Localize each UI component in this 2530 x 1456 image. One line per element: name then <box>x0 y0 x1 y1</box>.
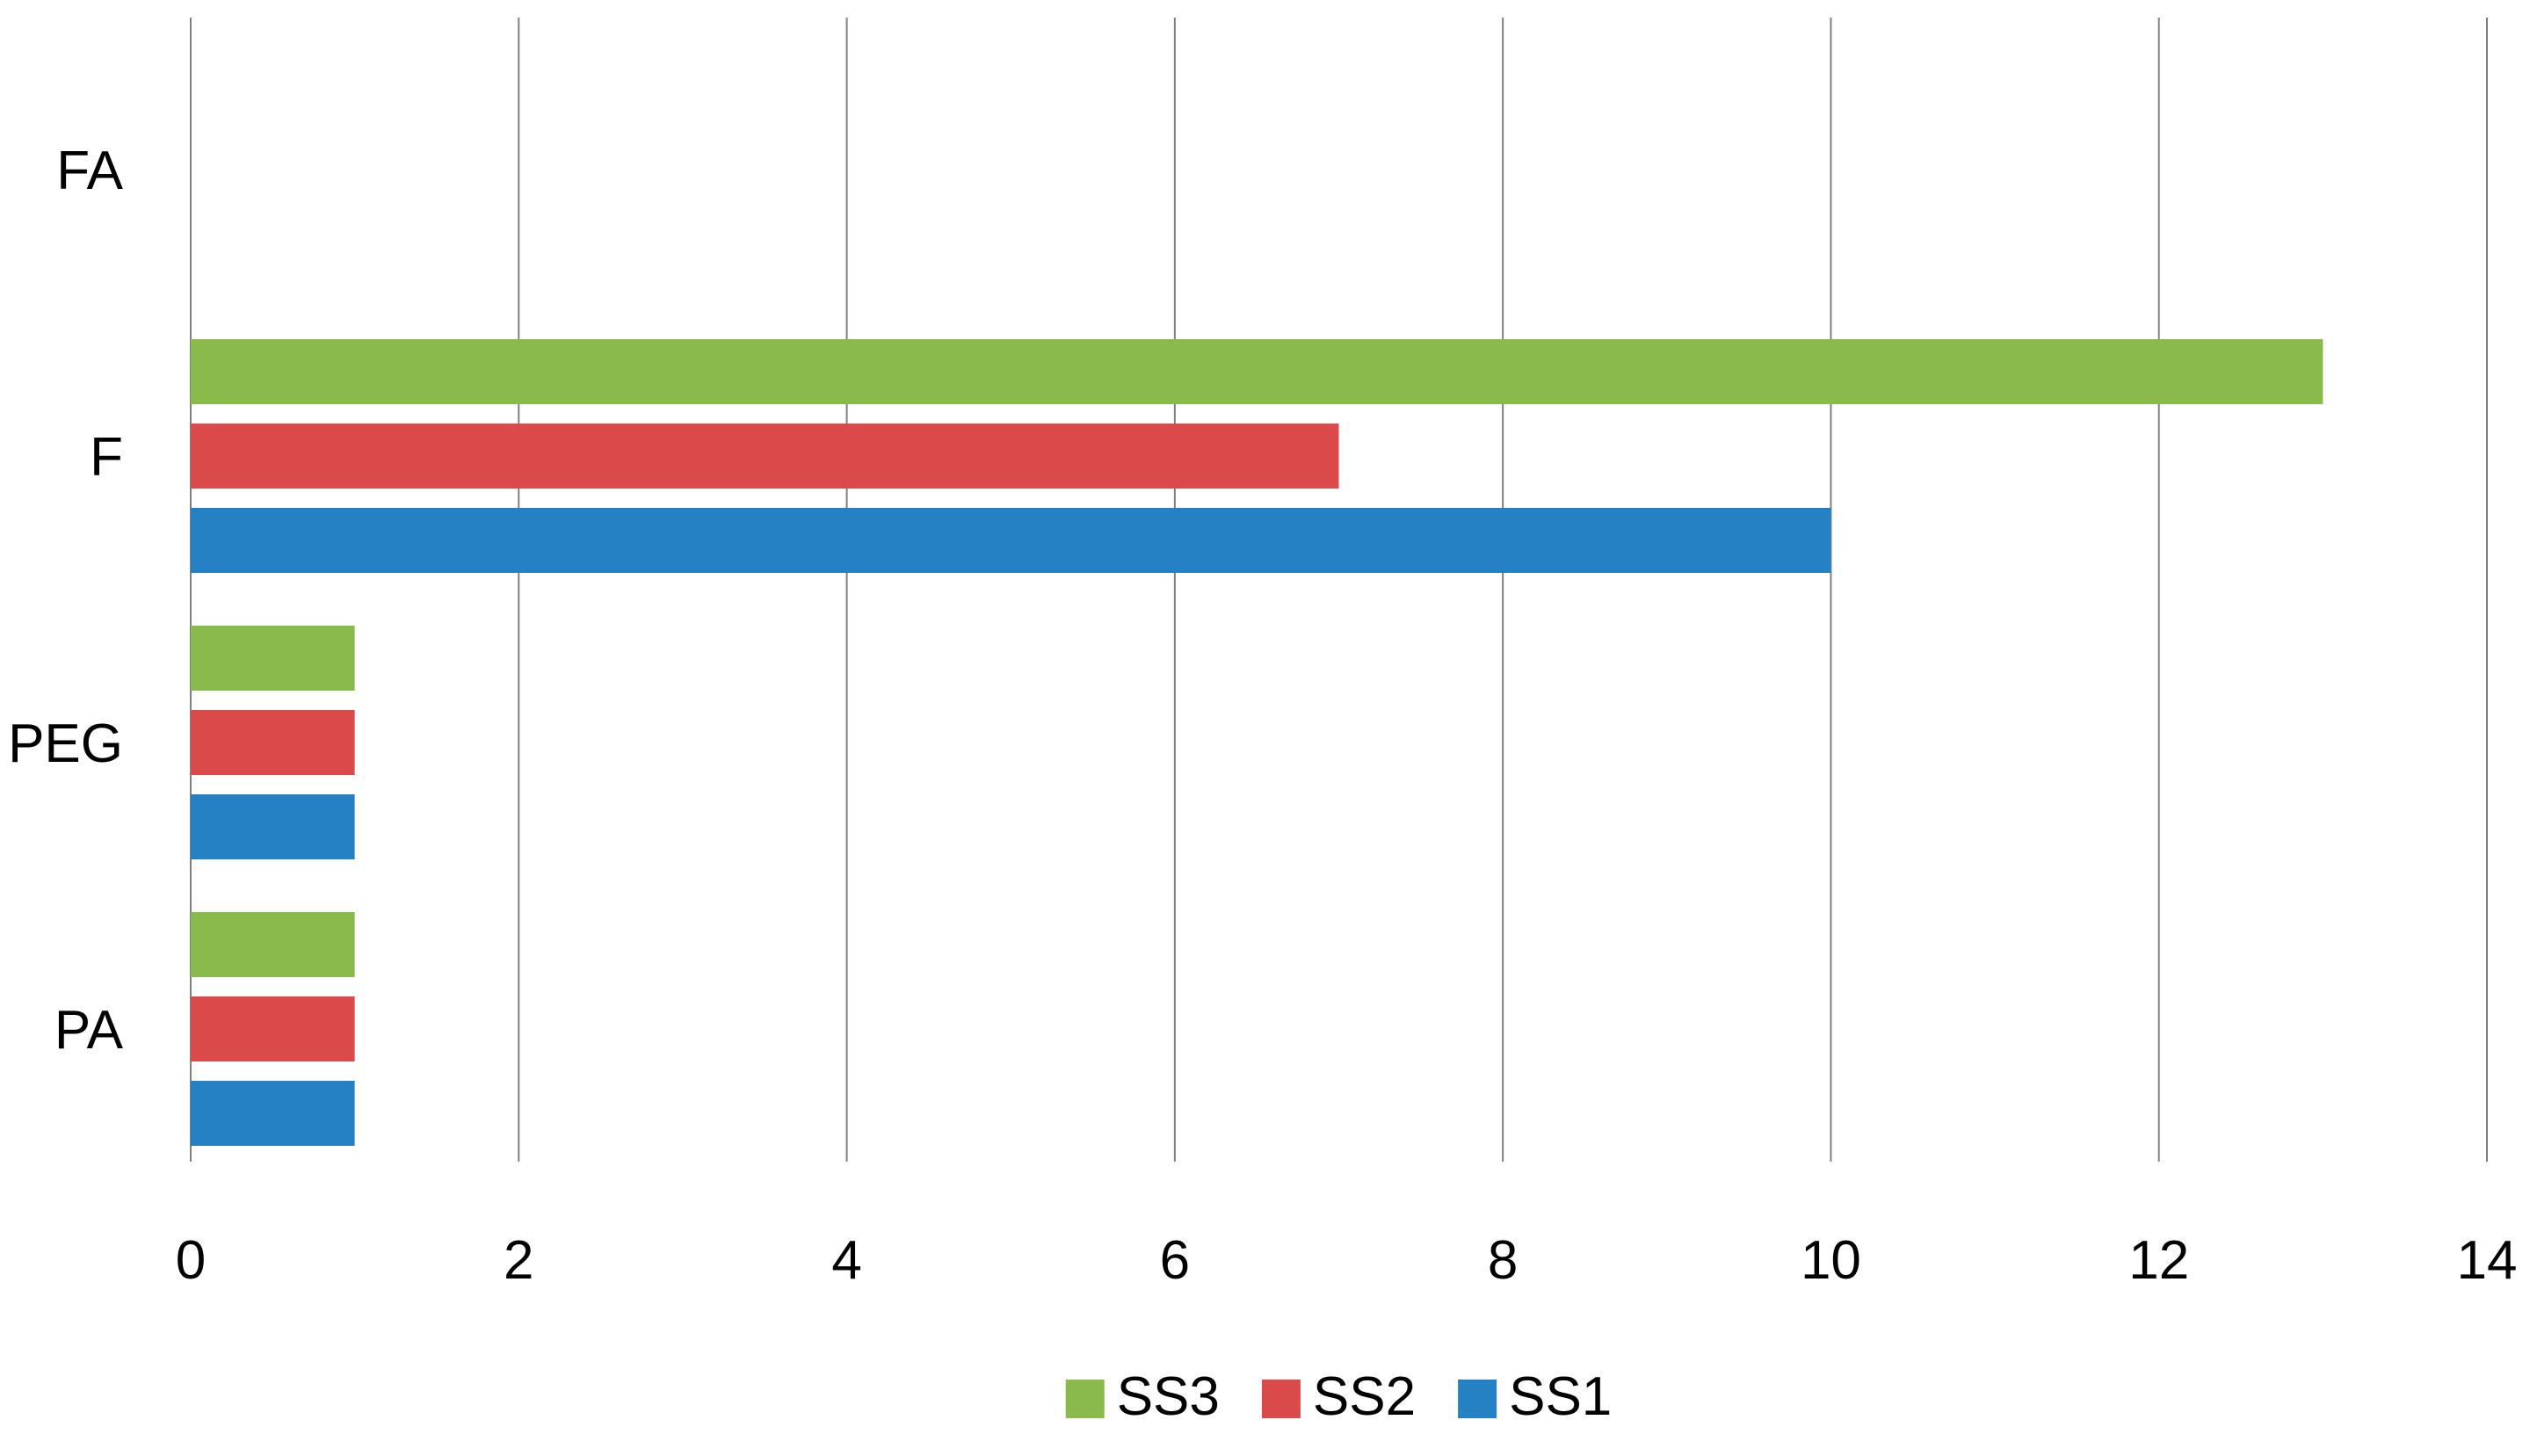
x-tick-label: 2 <box>504 1230 533 1291</box>
x-tick-label: 14 <box>2457 1230 2518 1291</box>
x-tick-label: 10 <box>1801 1230 1861 1291</box>
x-tick-label: 0 <box>176 1230 206 1291</box>
legend: SS3 SS2 SS1 <box>1065 1366 1612 1427</box>
bar-ss3-pa <box>191 912 355 977</box>
category-label: PA <box>54 1000 124 1061</box>
bars <box>191 339 2323 1146</box>
category-label: F <box>90 427 123 488</box>
legend-item: SS3 <box>1065 1366 1220 1427</box>
legend-swatch <box>1065 1380 1105 1418</box>
bar-ss1-f <box>191 508 1831 573</box>
category-label: FA <box>56 141 123 201</box>
category-label: PEG <box>8 714 123 774</box>
bar-ss2-f <box>191 424 1339 489</box>
x-tick-label: 12 <box>2128 1230 2189 1291</box>
bar-ss3-peg <box>191 626 355 691</box>
x-tick-label: 4 <box>831 1230 861 1291</box>
x-tick-label: 8 <box>1488 1230 1518 1291</box>
legend-swatch <box>1458 1380 1497 1418</box>
category-labels: FA F PEG PA <box>8 141 124 1061</box>
legend-item: SS1 <box>1458 1366 1612 1427</box>
legend-label: SS1 <box>1509 1366 1612 1427</box>
legend-swatch <box>1261 1380 1301 1418</box>
legend-label: SS2 <box>1313 1366 1416 1427</box>
bar-ss2-peg <box>191 710 355 775</box>
bar-ss2-pa <box>191 996 355 1061</box>
gridlines <box>190 18 2488 1162</box>
legend-item: SS2 <box>1261 1366 1416 1427</box>
x-tick-label: 6 <box>1160 1230 1190 1291</box>
x-axis-tick-labels: 0 2 4 6 8 10 12 14 <box>176 1230 2518 1291</box>
bar-ss1-peg <box>191 794 355 859</box>
bar-ss1-pa <box>191 1081 355 1146</box>
legend-label: SS3 <box>1117 1366 1220 1427</box>
bar-ss3-f <box>191 339 2323 404</box>
